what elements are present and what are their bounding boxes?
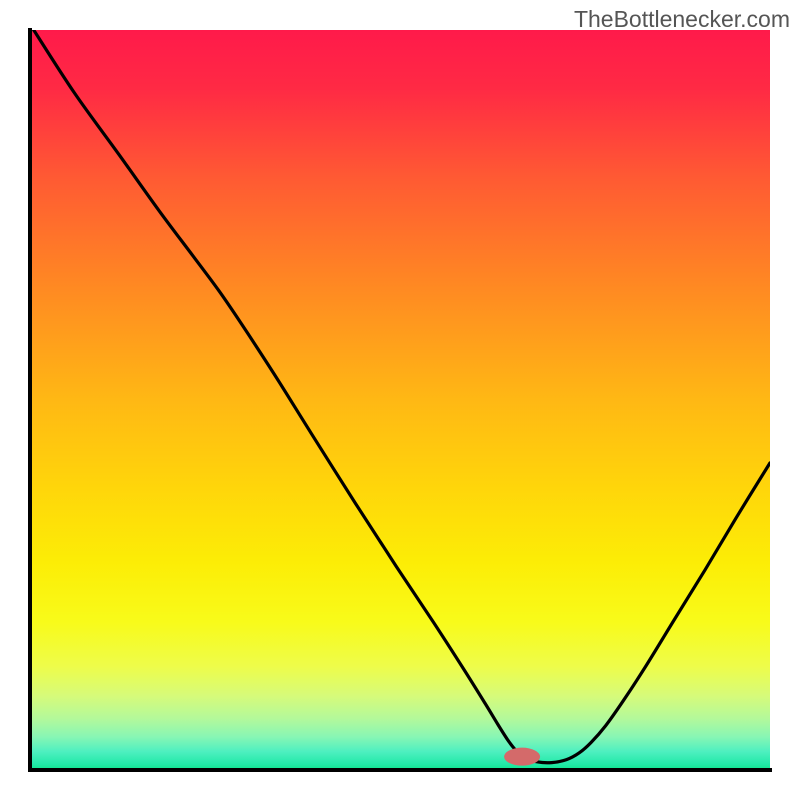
bottleneck-chart: TheBottlenecker.com bbox=[0, 0, 800, 800]
watermark-text: TheBottlenecker.com bbox=[574, 6, 790, 33]
chart-svg bbox=[0, 0, 800, 800]
optimal-point-marker bbox=[504, 748, 540, 766]
gradient-background bbox=[30, 30, 770, 770]
